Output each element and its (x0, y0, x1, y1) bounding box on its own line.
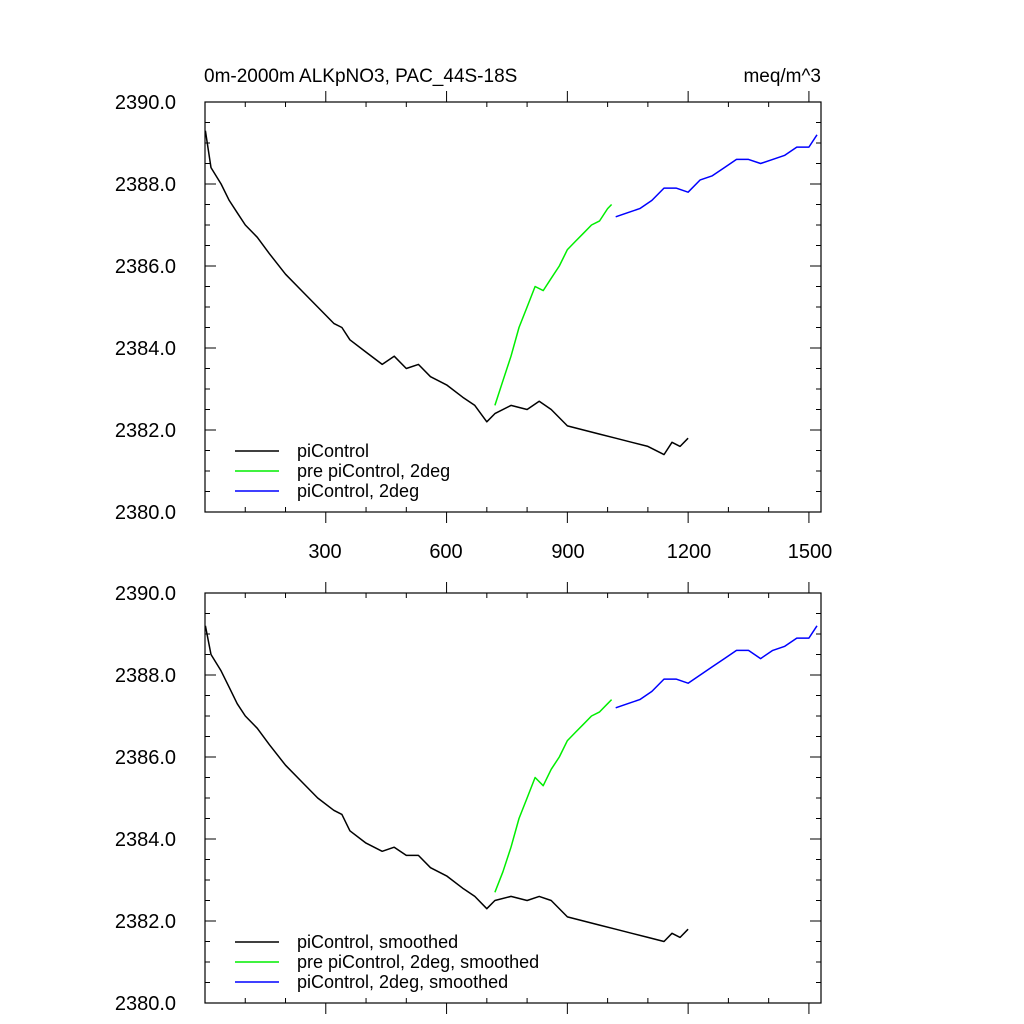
axes (204, 91, 822, 523)
y-tick-label: 2386.0 (115, 747, 176, 769)
axes (204, 582, 822, 1014)
legend-label: piControl, 2deg, smoothed (297, 972, 508, 992)
series-line (615, 625, 818, 709)
legend: piControl pre piControl, 2deg piControl,… (235, 441, 450, 501)
y-tick-label: 2384.0 (115, 338, 176, 360)
y-tick-label: 2390.0 (115, 92, 176, 114)
series-line (204, 130, 689, 456)
legend-label: piControl (297, 441, 369, 461)
x-tick-label: 1500 (788, 541, 833, 563)
series-line (494, 699, 613, 893)
legend-label: pre piControl, 2deg, smoothed (297, 952, 539, 972)
x-tick-label: 600 (429, 541, 462, 563)
series-line (204, 625, 689, 943)
x-tick-label: 900 (551, 541, 584, 563)
x-tick-label: 1200 (667, 541, 712, 563)
panel-raw: 0m-2000m ALKpNO3, PAC_44S-18S meq/m^3 23… (115, 66, 832, 563)
series-line (494, 203, 613, 406)
x-tick-label: 300 (308, 541, 341, 563)
y-tick-label: 2384.0 (115, 829, 176, 851)
legend-label: piControl, smoothed (297, 932, 458, 952)
y-tick-label: 2386.0 (115, 256, 176, 278)
y-tick-label: 2388.0 (115, 665, 176, 687)
y-tick-label: 2380.0 (115, 502, 176, 524)
x-tick-labels: 300 600 900 1200 1500 (308, 541, 832, 563)
chart-title: 0m-2000m ALKpNO3, PAC_44S-18S (204, 66, 517, 87)
plot-marks (204, 625, 818, 943)
units-label: meq/m^3 (743, 66, 821, 87)
legend-label: pre piControl, 2deg (297, 461, 450, 481)
legend: piControl, smoothed pre piControl, 2deg,… (235, 932, 539, 992)
y-tick-labels: 2380.0 2382.0 2384.0 2386.0 2388.0 2390.… (115, 583, 176, 1015)
legend-label: piControl, 2deg (297, 481, 419, 501)
y-tick-label: 2382.0 (115, 420, 176, 442)
y-tick-labels: 2380.0 2382.0 2384.0 2386.0 2388.0 2390.… (115, 92, 176, 524)
y-tick-label: 2390.0 (115, 583, 176, 605)
y-tick-label: 2382.0 (115, 911, 176, 933)
plot-marks (204, 130, 818, 456)
y-tick-label: 2380.0 (115, 993, 176, 1015)
series-line (615, 134, 818, 218)
panel-smoothed: 2380.0 2382.0 2384.0 2386.0 2388.0 2390.… (115, 582, 822, 1015)
y-tick-label: 2388.0 (115, 174, 176, 196)
